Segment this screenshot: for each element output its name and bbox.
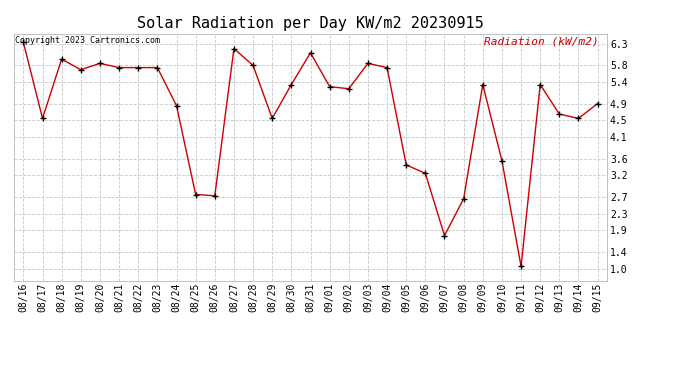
Text: Radiation (kW/m2): Radiation (kW/m2) [484,36,598,46]
Text: Copyright 2023 Cartronics.com: Copyright 2023 Cartronics.com [15,36,160,45]
Title: Solar Radiation per Day KW/m2 20230915: Solar Radiation per Day KW/m2 20230915 [137,16,484,31]
